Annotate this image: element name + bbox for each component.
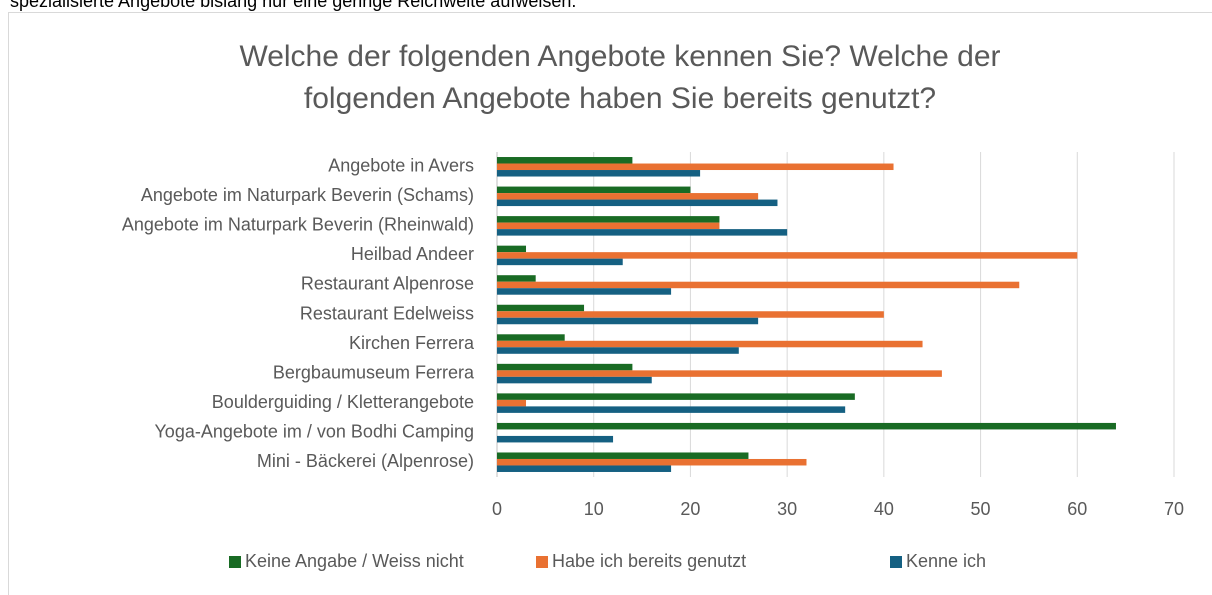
legend-label: Habe ich bereits genutzt [552,551,746,571]
bar [497,458,807,466]
bar [497,370,942,377]
bar [497,186,691,194]
y-tick-label: Yoga-Angebote im / von Bodhi Camping [154,421,474,441]
x-tick-label: 20 [680,499,700,519]
bar [497,347,739,354]
bar [497,252,1078,259]
bar [497,281,1020,289]
bar [497,193,759,200]
bar [497,245,527,253]
x-tick-label: 70 [1164,499,1184,519]
y-tick-label: Restaurant Alpenrose [301,274,474,294]
bar [497,340,923,348]
x-tick-label: 10 [584,499,604,519]
x-tick-label: 40 [874,499,894,519]
bar [497,222,720,230]
chart-title: Welche der folgenden Angebote kennen Sie… [239,40,1000,73]
bar [497,317,759,325]
bar [497,157,633,164]
chart-title: folgenden Angebote haben Sie bereits gen… [304,82,936,115]
y-tick-label: Angebote im Naturpark Beverin (Rheinwald… [122,215,474,235]
bar [497,216,720,223]
bar [497,406,846,413]
caption: spezialisierte Angebote bislang nur eine… [10,0,576,11]
bar [497,452,749,459]
bar [497,435,614,443]
bar [497,275,536,282]
bar [497,399,527,407]
bar [497,465,672,472]
y-tick-label: Heilbad Andeer [351,244,474,264]
legend-swatch [536,556,548,568]
bar [497,334,565,341]
bar [497,199,778,207]
x-tick-label: 30 [777,499,797,519]
y-tick-label: Angebote im Naturpark Beverin (Schams) [141,185,474,205]
y-tick-label: Bergbaumuseum Ferrera [273,362,475,382]
bar [497,393,855,400]
bar [497,376,652,384]
x-tick-label: 50 [971,499,991,519]
legend-swatch [229,556,241,568]
bar [497,422,1116,430]
legend-label: Keine Angabe / Weiss nicht [245,551,464,571]
legend-swatch [890,556,902,568]
y-tick-label: Kirchen Ferrera [349,333,475,353]
bar [497,363,633,371]
y-tick-label: Angebote in Avers [328,156,474,176]
bar [497,288,672,295]
y-tick-label: Restaurant Edelweiss [300,303,474,323]
bar [497,304,585,312]
legend-label: Kenne ich [906,551,986,571]
bar [497,170,701,177]
chart-frame [8,12,1212,595]
x-tick-label: 0 [492,499,502,519]
bar [497,163,894,171]
bar [497,258,623,266]
bar [497,311,884,318]
y-tick-label: Mini - Bäckerei (Alpenrose) [257,451,474,471]
bar [497,229,788,236]
x-tick-label: 60 [1067,499,1087,519]
y-tick-label: Boulderguiding / Kletterangebote [212,392,474,412]
